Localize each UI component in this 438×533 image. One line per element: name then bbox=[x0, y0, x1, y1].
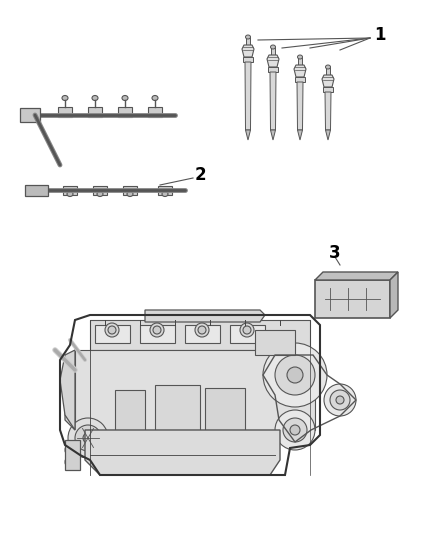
Circle shape bbox=[198, 326, 206, 334]
Circle shape bbox=[240, 323, 254, 337]
Circle shape bbox=[68, 418, 108, 458]
Ellipse shape bbox=[92, 95, 98, 101]
Bar bbox=[155, 385, 200, 430]
Circle shape bbox=[287, 367, 303, 383]
Bar bbox=[255, 330, 295, 355]
Polygon shape bbox=[65, 440, 80, 470]
Circle shape bbox=[283, 418, 307, 442]
Circle shape bbox=[336, 396, 344, 404]
Polygon shape bbox=[145, 310, 265, 322]
Ellipse shape bbox=[62, 95, 68, 101]
Polygon shape bbox=[246, 130, 251, 140]
Polygon shape bbox=[20, 108, 40, 122]
Polygon shape bbox=[270, 72, 276, 130]
Ellipse shape bbox=[30, 187, 40, 195]
Bar bbox=[326, 67, 330, 75]
Bar bbox=[63, 186, 77, 195]
Circle shape bbox=[150, 323, 164, 337]
Ellipse shape bbox=[325, 65, 331, 69]
Polygon shape bbox=[297, 130, 303, 140]
Polygon shape bbox=[323, 87, 333, 92]
Circle shape bbox=[75, 425, 101, 451]
Bar bbox=[88, 107, 102, 117]
Ellipse shape bbox=[97, 191, 103, 197]
Bar bbox=[75, 350, 315, 430]
Circle shape bbox=[290, 425, 300, 435]
Bar bbox=[90, 320, 310, 350]
Polygon shape bbox=[325, 130, 331, 140]
Polygon shape bbox=[25, 185, 48, 196]
Circle shape bbox=[275, 410, 315, 450]
Bar bbox=[123, 186, 137, 195]
Polygon shape bbox=[294, 65, 306, 77]
Polygon shape bbox=[242, 45, 254, 57]
Text: 1: 1 bbox=[374, 26, 386, 44]
Bar bbox=[118, 107, 132, 117]
Ellipse shape bbox=[67, 191, 73, 197]
Ellipse shape bbox=[271, 45, 276, 49]
Circle shape bbox=[65, 455, 79, 469]
Text: 2: 2 bbox=[194, 166, 206, 184]
Bar bbox=[93, 186, 107, 195]
Polygon shape bbox=[315, 272, 398, 280]
Ellipse shape bbox=[127, 191, 133, 197]
Text: 3: 3 bbox=[329, 244, 341, 262]
Ellipse shape bbox=[162, 191, 168, 197]
Polygon shape bbox=[85, 430, 280, 475]
Polygon shape bbox=[245, 62, 251, 130]
Bar bbox=[95, 325, 130, 343]
Polygon shape bbox=[267, 55, 279, 67]
Bar bbox=[298, 57, 302, 65]
Polygon shape bbox=[271, 130, 276, 140]
Polygon shape bbox=[322, 75, 334, 87]
Bar bbox=[246, 37, 250, 45]
Ellipse shape bbox=[122, 95, 128, 101]
Circle shape bbox=[153, 326, 161, 334]
Bar bbox=[58, 107, 72, 117]
Bar bbox=[158, 186, 172, 195]
Bar bbox=[115, 390, 145, 430]
Polygon shape bbox=[243, 57, 253, 62]
Circle shape bbox=[105, 323, 119, 337]
Polygon shape bbox=[315, 280, 390, 318]
Polygon shape bbox=[297, 82, 303, 130]
Circle shape bbox=[330, 390, 350, 410]
Bar bbox=[140, 325, 175, 343]
Circle shape bbox=[83, 433, 93, 443]
Bar bbox=[185, 325, 220, 343]
Ellipse shape bbox=[152, 95, 158, 101]
Circle shape bbox=[324, 384, 356, 416]
Bar bbox=[205, 388, 245, 430]
Circle shape bbox=[243, 326, 251, 334]
Ellipse shape bbox=[26, 110, 34, 120]
Polygon shape bbox=[295, 77, 305, 82]
Polygon shape bbox=[60, 350, 75, 430]
Circle shape bbox=[263, 343, 327, 407]
Circle shape bbox=[275, 355, 315, 395]
Bar bbox=[230, 325, 265, 343]
Polygon shape bbox=[65, 350, 75, 430]
Polygon shape bbox=[390, 272, 398, 318]
Polygon shape bbox=[325, 92, 331, 130]
Bar bbox=[148, 107, 162, 117]
Polygon shape bbox=[268, 67, 278, 72]
Circle shape bbox=[195, 323, 209, 337]
Circle shape bbox=[65, 443, 79, 457]
Ellipse shape bbox=[246, 35, 251, 39]
Circle shape bbox=[108, 326, 116, 334]
Ellipse shape bbox=[297, 55, 303, 59]
Bar bbox=[271, 47, 275, 55]
Bar bbox=[325, 288, 380, 310]
